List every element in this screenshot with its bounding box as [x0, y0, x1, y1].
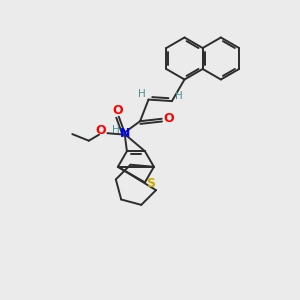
Text: O: O — [163, 112, 174, 125]
Text: N: N — [120, 127, 130, 140]
Text: O: O — [95, 124, 106, 137]
Text: O: O — [112, 103, 123, 117]
Text: H: H — [112, 125, 120, 135]
Text: H: H — [138, 89, 146, 99]
Text: S: S — [146, 177, 155, 190]
Text: H: H — [175, 91, 182, 101]
